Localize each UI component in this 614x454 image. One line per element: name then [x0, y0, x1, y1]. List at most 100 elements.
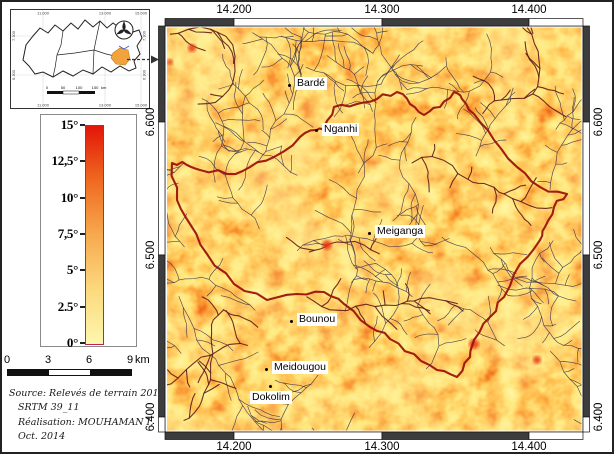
stream-line [563, 339, 573, 346]
stream-line [517, 316, 542, 340]
place-marker [289, 319, 293, 323]
stream-line [265, 146, 282, 152]
stream-line [250, 184, 268, 216]
stream-line [559, 122, 582, 134]
legend-tick-mark [80, 124, 85, 126]
stream-line [254, 409, 282, 420]
stream-line [353, 277, 413, 297]
stream-line [229, 69, 264, 131]
inset-tick-label: 7.300 [142, 30, 147, 41]
stream-line [363, 46, 369, 76]
stream-line [555, 99, 582, 130]
stream-line [323, 72, 345, 92]
stream-line [553, 320, 580, 339]
y-axis-tick-label-right: 6.400 [593, 402, 605, 432]
stream-line [401, 132, 412, 143]
stream-line [270, 118, 287, 130]
stream-line [567, 129, 582, 136]
stream-line [352, 91, 376, 99]
stream-line [573, 229, 582, 245]
stream-line [261, 129, 271, 138]
source-line: Source: Relevés de terrain 2014 [9, 388, 165, 399]
legend-tick-label: 0° [66, 335, 78, 350]
river-line [188, 28, 213, 34]
stream-line [167, 166, 181, 171]
river-line [522, 27, 533, 35]
stream-line [284, 27, 303, 38]
stream-line [234, 82, 244, 115]
river-line [355, 305, 367, 325]
stream-line [343, 45, 351, 71]
stream-line [545, 144, 558, 153]
river-line [532, 93, 567, 118]
stream-line [234, 149, 248, 155]
stream-line [167, 278, 175, 284]
y-axis-tick-label-left: 6.400 [145, 402, 157, 432]
river-line [210, 93, 224, 97]
stream-line [457, 90, 470, 120]
stream-line [217, 130, 230, 152]
river-line [525, 52, 541, 70]
stream-line [445, 57, 465, 93]
stream-line [167, 276, 256, 311]
river-line [369, 238, 377, 251]
stream-line [223, 125, 260, 153]
terrain-layer [167, 27, 582, 431]
stream-line [454, 304, 505, 347]
place-marker [367, 231, 371, 235]
stream-line [376, 30, 388, 34]
stream-line [571, 96, 575, 130]
river-line [503, 184, 527, 195]
river-line [169, 27, 236, 105]
stream-line [490, 71, 504, 78]
river-line [210, 379, 237, 389]
watershed-boundary [170, 90, 569, 379]
stream-line [346, 78, 377, 104]
stream-line [167, 240, 181, 243]
river-line [308, 240, 380, 255]
place-label: Bardé [295, 77, 328, 90]
stream-line [167, 162, 185, 176]
high-slope-spot [533, 356, 541, 364]
scale-bar-segment [49, 370, 90, 375]
stream-line [294, 63, 304, 77]
source-line: SRTM 39_11 [18, 402, 80, 414]
stream-line [404, 146, 407, 162]
slope-legend: 15° 12,5° 10° 7,5° 5° 2.5° 0° [40, 114, 137, 350]
stream-line [238, 398, 280, 417]
stream-line [403, 314, 424, 322]
river-line [197, 354, 211, 384]
stream-line [285, 37, 292, 69]
stream-line [212, 134, 224, 142]
stream-line [569, 378, 582, 386]
legend-tick-mark [80, 305, 85, 308]
stream-line [365, 278, 371, 294]
stream-line [358, 237, 376, 262]
stream-line [411, 242, 434, 254]
stream-line [324, 33, 348, 37]
stream-line [480, 102, 496, 119]
stream-line [550, 351, 582, 397]
stream-line [417, 283, 431, 307]
legend-tick-label: 10° [60, 189, 79, 205]
river-line [431, 143, 436, 158]
place-marker [264, 367, 268, 371]
legend-color-ramp [85, 125, 104, 345]
stream-line [221, 118, 261, 122]
river-line [413, 300, 431, 315]
stream-line [280, 145, 285, 166]
stream-line [561, 139, 582, 146]
stream-line [455, 133, 482, 141]
stream-line [182, 307, 188, 338]
stream-line [372, 27, 384, 54]
stream-line [529, 287, 544, 304]
stream-line [314, 209, 352, 234]
stream-line [529, 240, 582, 349]
stream-line [303, 27, 305, 30]
river-line [210, 28, 226, 50]
high-slope-spot [322, 240, 332, 250]
legend-tick-label: 15° [60, 117, 79, 132]
stream-line [415, 206, 426, 225]
stream-line [438, 338, 467, 347]
